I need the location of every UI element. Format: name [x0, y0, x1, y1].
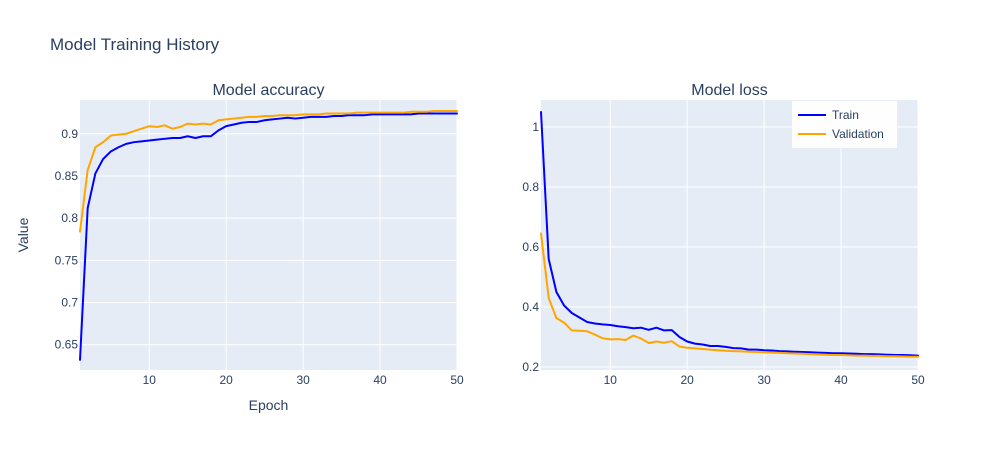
- accuracy-y-tick-label: 0.75: [55, 253, 79, 267]
- chart-title: Model Training History: [50, 35, 220, 54]
- loss-x-tick-label: 40: [834, 373, 848, 387]
- accuracy-grid: [80, 100, 458, 370]
- loss-y-tick-label: 0.6: [522, 240, 539, 254]
- loss-y-tick-label: 0.8: [522, 180, 539, 194]
- legend-box: [792, 101, 897, 148]
- accuracy-y-tick-label: 0.8: [61, 211, 78, 225]
- loss-y-tick-label: 1: [532, 120, 539, 134]
- accuracy-subplot: 10 20 30 40 50 0.65 0.7 0.75 0.8 0.85 0.9 Model ac…: [15, 82, 464, 413]
- accuracy-series: [79, 109, 458, 361]
- loss-y-tick-label: 0.2: [522, 360, 539, 374]
- accuracy-train-line: [79, 112, 458, 361]
- loss-y-tick-label: 0.4: [522, 300, 539, 314]
- legend-validation-label: Validation: [832, 127, 884, 141]
- accuracy-x-axis-title: Epoch: [249, 397, 289, 413]
- loss-train-line: [540, 111, 919, 357]
- legend-item-validation[interactable]: Validation: [798, 127, 884, 141]
- accuracy-y-tick-label: 0.65: [55, 338, 79, 352]
- accuracy-x-tick-label: 30: [296, 373, 310, 387]
- accuracy-x-tick-label: 10: [143, 373, 157, 387]
- loss-series: [540, 111, 919, 358]
- accuracy-ticks: 10 20 30 40 50 0.65 0.7 0.75 0.8 0.85 0.9: [55, 127, 464, 387]
- accuracy-x-tick-label: 50: [450, 373, 464, 387]
- loss-x-tick-label: 30: [757, 373, 771, 387]
- loss-subplot-title: Model loss: [691, 82, 767, 99]
- loss-x-tick-label: 50: [911, 373, 925, 387]
- accuracy-y-axis-title: Value: [15, 217, 31, 252]
- loss-x-tick-label: 20: [681, 373, 695, 387]
- accuracy-plot-area: [80, 100, 457, 370]
- accuracy-x-tick-label: 40: [373, 373, 387, 387]
- accuracy-subplot-title: Model accuracy: [212, 82, 324, 99]
- loss-validation-line: [540, 232, 919, 358]
- accuracy-y-tick-label: 0.85: [55, 169, 79, 183]
- accuracy-y-tick-label: 0.7: [61, 296, 78, 310]
- legend-train-label: Train: [832, 108, 859, 122]
- accuracy-y-tick-label: 0.9: [61, 127, 78, 141]
- accuracy-validation-line: [79, 109, 458, 233]
- loss-ticks: 10 20 30 40 50 0.2 0.4 0.6 0.8 1: [522, 120, 925, 387]
- legend-item-train[interactable]: Train: [798, 108, 859, 122]
- loss-x-tick-label: 10: [604, 373, 618, 387]
- legend[interactable]: Train Validation: [792, 101, 897, 148]
- loss-grid: [541, 100, 919, 370]
- accuracy-x-tick-label: 20: [220, 373, 234, 387]
